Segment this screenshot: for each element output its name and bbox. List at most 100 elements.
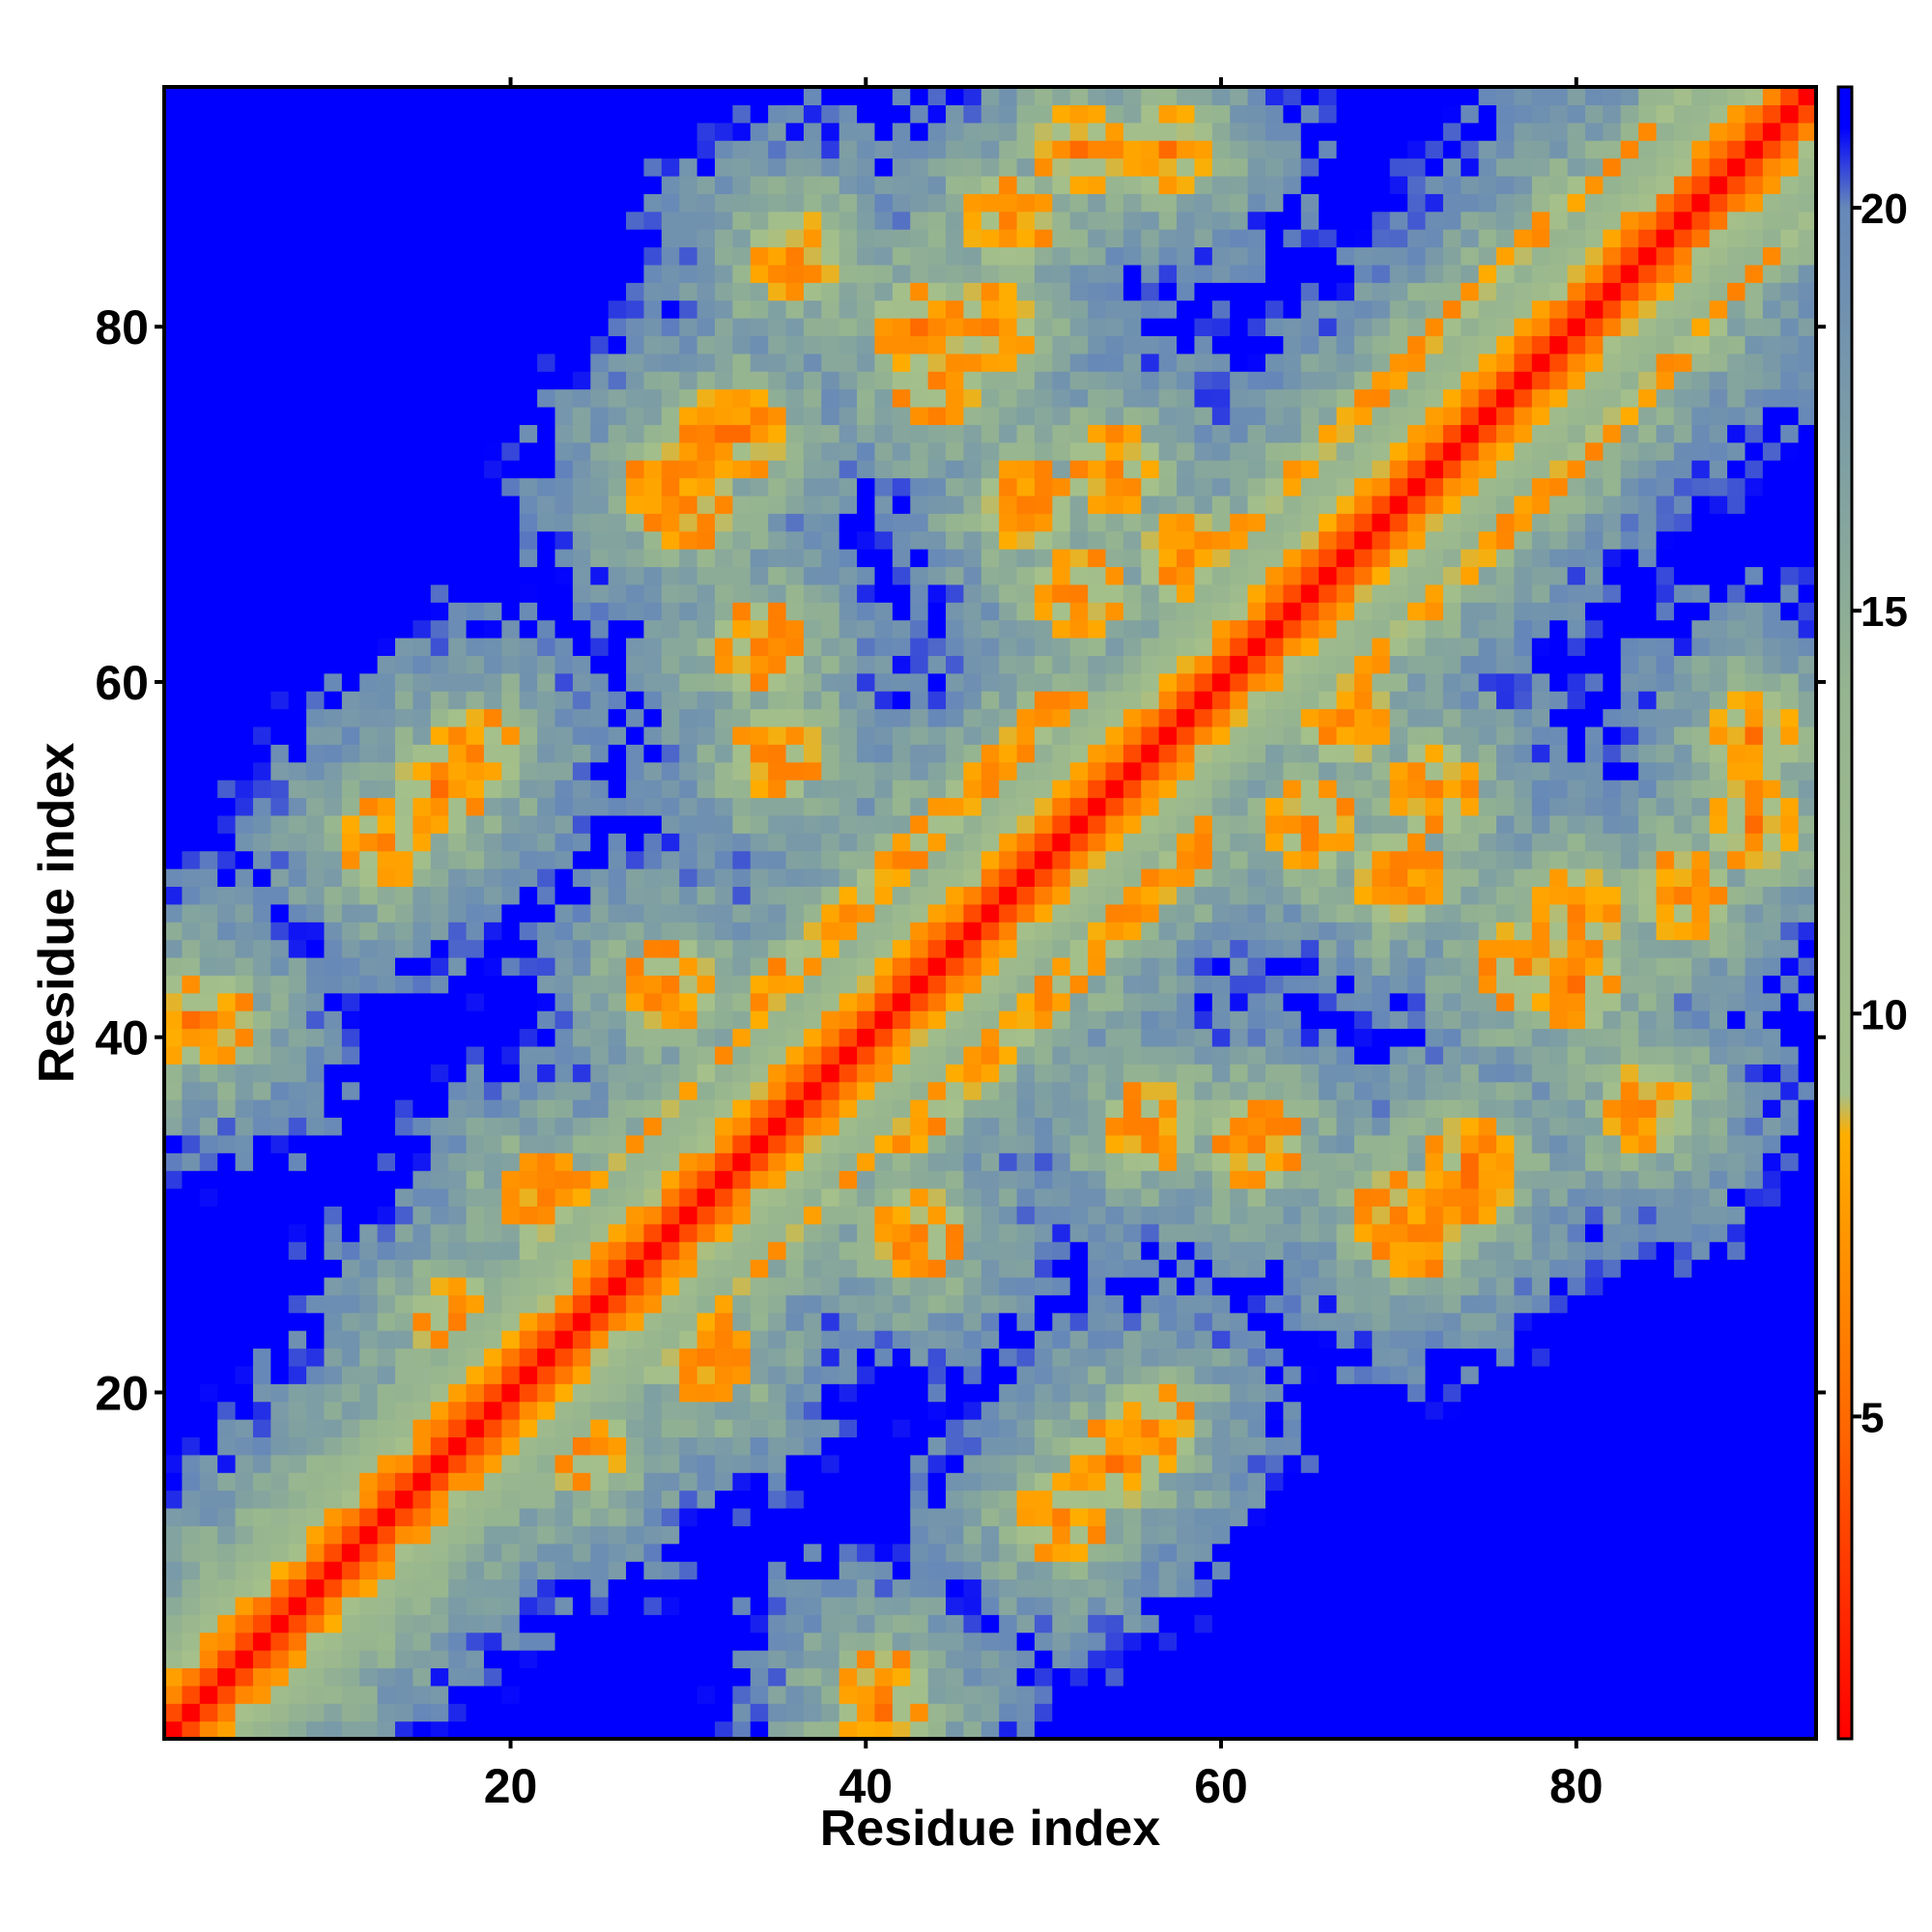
heatmap-cell (963, 1081, 982, 1100)
heatmap-cell (466, 406, 485, 425)
heatmap-cell (626, 1081, 645, 1100)
heatmap-cell (661, 886, 680, 905)
heatmap-cell (572, 1561, 591, 1580)
heatmap-cell (430, 549, 449, 568)
heatmap-cell (483, 371, 502, 390)
heatmap-cell (980, 140, 1000, 159)
heatmap-cell (821, 1578, 840, 1598)
heatmap-cell (448, 1117, 468, 1136)
heatmap-cell (448, 122, 468, 141)
heatmap-cell (359, 1401, 379, 1420)
heatmap-cell (857, 1028, 876, 1047)
heatmap-cell (590, 1099, 610, 1119)
heatmap-cell (1052, 850, 1071, 869)
heatmap-cell (661, 193, 680, 213)
heatmap-cell (1052, 992, 1071, 1011)
heatmap-cell (590, 655, 610, 674)
heatmap-cell (1016, 1045, 1036, 1065)
heatmap-cell (483, 175, 502, 194)
heatmap-cell (927, 1206, 947, 1225)
heatmap-cell (715, 264, 733, 283)
heatmap-cell (661, 388, 680, 408)
heatmap-cell (857, 371, 876, 390)
heatmap-cell (1052, 1348, 1071, 1367)
heatmap-cell (377, 477, 396, 497)
heatmap-cell (1069, 157, 1089, 177)
heatmap-cell (217, 335, 237, 355)
heatmap-cell (999, 833, 1018, 852)
heatmap-cell (164, 229, 183, 248)
heatmap-cell (288, 299, 307, 319)
heatmap-cell (501, 1578, 521, 1598)
heatmap-cell (554, 1223, 574, 1242)
heatmap-cell (466, 1667, 485, 1687)
heatmap-cell (608, 1045, 627, 1065)
heatmap-cell (359, 566, 379, 585)
heatmap-cell (910, 211, 929, 230)
heatmap-cell (679, 406, 698, 425)
heatmap-cell (1016, 1188, 1036, 1207)
heatmap-cell (874, 903, 894, 923)
heatmap-cell (554, 1348, 574, 1367)
heatmap-cell (590, 246, 610, 266)
heatmap-cell (341, 1525, 360, 1545)
heatmap-cell (199, 939, 218, 958)
heatmap-cell (554, 619, 574, 639)
heatmap-cell (359, 87, 379, 105)
heatmap-cell (927, 1578, 947, 1598)
heatmap-cell (537, 903, 556, 923)
heatmap-cell (572, 797, 591, 816)
heatmap-cell (696, 335, 716, 355)
heatmap-cell (696, 175, 716, 194)
heatmap-cell (910, 1578, 929, 1598)
heatmap-cell (1105, 1188, 1124, 1207)
heatmap-cell (483, 318, 502, 337)
heatmap-cell (324, 246, 343, 266)
heatmap-cell (252, 460, 271, 479)
heatmap-cell (1069, 371, 1089, 390)
heatmap-cell (1069, 1188, 1089, 1207)
heatmap-cell (643, 566, 663, 585)
heatmap-cell (395, 850, 414, 869)
heatmap-cell (554, 104, 574, 124)
heatmap-cell (980, 1099, 1000, 1119)
heatmap-cell (946, 725, 965, 745)
heatmap-cell (217, 229, 237, 248)
heatmap-cell (999, 211, 1018, 230)
heatmap-cell (1052, 1294, 1071, 1314)
heatmap-cell (768, 1223, 787, 1242)
heatmap-cell (306, 1134, 326, 1153)
heatmap-cell (785, 460, 805, 479)
heatmap-cell (626, 1454, 645, 1473)
heatmap-cell (838, 1223, 858, 1242)
heatmap-cell (501, 939, 521, 958)
heatmap-cell (483, 956, 502, 976)
heatmap-cell (501, 530, 521, 550)
heatmap-cell (1069, 619, 1089, 639)
heatmap-cell (696, 1348, 716, 1367)
heatmap-cell (164, 1419, 183, 1438)
heatmap-cell (803, 1276, 822, 1295)
heatmap-cell (590, 299, 610, 319)
heatmap-cell (838, 513, 858, 532)
heatmap-cell (377, 1348, 396, 1367)
heatmap-cell (785, 1578, 805, 1598)
heatmap-cell (1052, 619, 1071, 639)
heatmap-cell (1052, 122, 1071, 141)
heatmap-cell (643, 460, 663, 479)
heatmap-cell (1105, 1419, 1124, 1438)
heatmap-cell (927, 513, 947, 532)
heatmap-cell (252, 672, 271, 692)
heatmap-cell (874, 371, 894, 390)
heatmap-cell (324, 1561, 343, 1580)
heatmap-cell (821, 1632, 840, 1651)
heatmap-cell (270, 939, 290, 958)
heatmap-cell (324, 922, 343, 941)
heatmap-cell (554, 1507, 574, 1526)
heatmap-cell (785, 246, 805, 266)
heatmap-cell (732, 1490, 752, 1509)
heatmap-cell (182, 1099, 201, 1119)
heatmap-cell (910, 1685, 929, 1704)
heatmap-cell (448, 1596, 468, 1615)
heatmap-cell (412, 1259, 432, 1278)
